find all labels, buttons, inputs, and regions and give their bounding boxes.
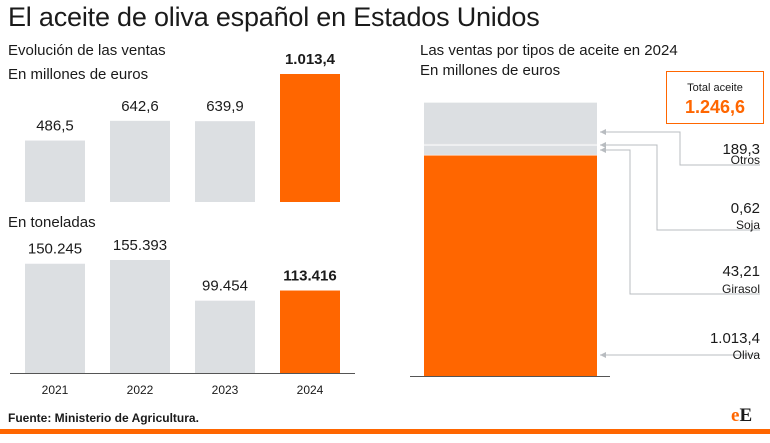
sales-value-label-2023: 639,9 bbox=[206, 98, 244, 115]
sales-value-label-2024: 1.013,4 bbox=[285, 51, 336, 68]
bottom-bar bbox=[0, 429, 770, 434]
sales-unit-label: En millones de euros bbox=[8, 66, 149, 83]
stack-segment-girasol bbox=[424, 145, 597, 155]
stack-category-label-otros: Otros bbox=[731, 153, 760, 167]
tons-value-label-2021: 150.245 bbox=[28, 241, 82, 258]
stack-segment-oliva bbox=[424, 154, 597, 376]
leader-line-girasol bbox=[600, 149, 760, 295]
year-tick-2021: 2021 bbox=[42, 383, 69, 397]
source-note: Fuente: Ministerio de Agricultura. bbox=[8, 411, 199, 425]
sales-value-label-2022: 642,6 bbox=[121, 98, 159, 115]
year-tick-2024: 2024 bbox=[297, 383, 324, 397]
tons-value-label-2023: 99.454 bbox=[202, 278, 248, 295]
sales-bar-2022 bbox=[110, 120, 170, 202]
tons-bar-2023 bbox=[195, 300, 255, 373]
right-subtitle: Las ventas por tipos de aceite en 2024 bbox=[420, 42, 678, 59]
stack-segment-otros bbox=[424, 102, 597, 144]
stack-value-label-soja: 0,62 bbox=[731, 200, 760, 217]
tons-unit-label: En toneladas bbox=[8, 214, 96, 231]
stack-category-label-soja: Soja bbox=[736, 218, 760, 232]
leader-arrow-oliva bbox=[600, 352, 606, 358]
year-tick-2023: 2023 bbox=[212, 383, 239, 397]
leader-arrow-girasol bbox=[600, 147, 606, 153]
total-box: Total aceite 1.246,6 bbox=[666, 71, 764, 124]
total-value: 1.246,6 bbox=[684, 97, 746, 117]
left-subtitle: Evolución de las ventas bbox=[8, 42, 166, 59]
stack-segment-soja bbox=[424, 143, 597, 146]
sales-bar-2024 bbox=[280, 74, 340, 202]
leader-line-soja bbox=[600, 144, 760, 231]
leader-arrow-otros bbox=[600, 129, 606, 135]
stack-value-label-oliva: 1.013,4 bbox=[710, 330, 760, 347]
tons-bar-2022 bbox=[110, 260, 170, 373]
stack-category-label-girasol: Girasol bbox=[722, 282, 760, 296]
tons-value-label-2022: 155.393 bbox=[113, 237, 167, 254]
sales-bar-2023 bbox=[195, 121, 255, 202]
stack-value-label-girasol: 43,21 bbox=[722, 263, 760, 280]
stack-category-label-oliva: Oliva bbox=[733, 348, 761, 362]
page-title: El aceite de oliva español en Estados Un… bbox=[8, 2, 540, 32]
sales-bar-2021 bbox=[25, 140, 85, 202]
total-label: Total aceite bbox=[687, 82, 743, 94]
stack-value-label-otros: 189,3 bbox=[722, 141, 760, 158]
sales-value-label-2021: 486,5 bbox=[36, 118, 74, 135]
year-tick-2022: 2022 bbox=[127, 383, 154, 397]
brand-logo: eE bbox=[731, 405, 753, 426]
right-unit-label: En millones de euros bbox=[420, 62, 561, 79]
leader-arrow-soja bbox=[600, 142, 606, 148]
tons-bar-2024 bbox=[280, 290, 340, 373]
leader-line-otros bbox=[600, 131, 760, 166]
tons-bar-2021 bbox=[25, 263, 85, 373]
tons-value-label-2024: 113.416 bbox=[283, 268, 336, 285]
